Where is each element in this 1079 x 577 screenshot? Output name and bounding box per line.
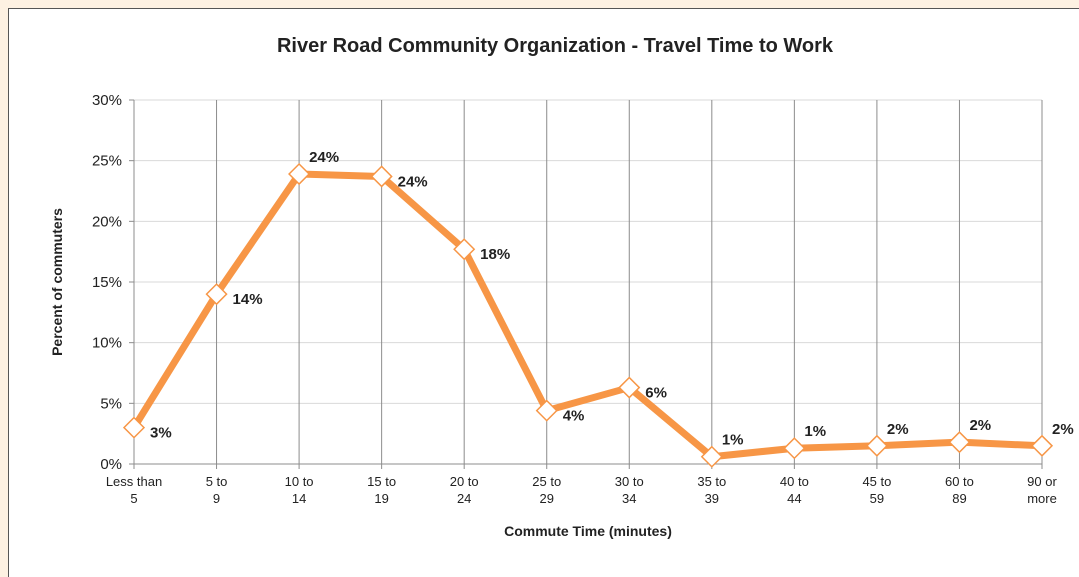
data-label: 4% (563, 408, 585, 425)
data-label: 24% (309, 149, 339, 166)
point-marker (535, 399, 558, 422)
x-tick-label: 45 to 59 (862, 474, 891, 506)
data-label: 24% (398, 173, 428, 190)
x-tick-label: 60 to 89 (945, 474, 974, 506)
y-tick-label: 15% (92, 274, 122, 291)
point-marker (288, 162, 311, 186)
x-tick-label: 20 to 24 (450, 474, 479, 506)
data-label: 1% (804, 423, 826, 440)
x-tick-label: 10 to 14 (285, 474, 314, 506)
y-axis-title: Percent of commuters (49, 208, 65, 356)
x-tick-label: 5 to 9 (206, 474, 228, 506)
point-marker (700, 445, 723, 468)
data-label: 2% (1052, 421, 1074, 438)
data-label: 6% (645, 385, 667, 402)
point-marker (205, 283, 228, 306)
point-marker (618, 376, 641, 399)
y-tick-label: 5% (100, 395, 122, 412)
series-line (131, 170, 1043, 461)
y-tick-label: 10% (92, 335, 122, 352)
y-tick-label: 30% (92, 92, 122, 109)
chart-title: River Road Community Organization - Trav… (277, 35, 834, 57)
y-tick-label: 20% (92, 213, 122, 230)
data-label: 3% (150, 425, 172, 442)
x-tick-label: 40 to 44 (780, 474, 809, 506)
x-tick-label: 25 to 29 (532, 474, 561, 506)
y-tick-label: 25% (92, 153, 122, 170)
point-marker (783, 437, 806, 460)
chart-frame (8, 8, 1079, 577)
data-label: 14% (233, 291, 263, 308)
point-marker (122, 416, 146, 439)
x-tick-label: 90 or more (1027, 474, 1057, 506)
data-label: 2% (887, 421, 909, 438)
data-label: 2% (969, 417, 991, 434)
x-tick-label: 15 to 19 (367, 474, 396, 506)
point-marker (453, 238, 476, 261)
point-marker (370, 165, 393, 188)
point-marker (1030, 434, 1054, 457)
x-tick-label: Less than 5 (106, 474, 162, 506)
x-tick-label: 30 to 34 (615, 474, 644, 506)
y-tick-label: 0% (100, 456, 122, 473)
point-marker (948, 431, 971, 454)
data-label: 1% (722, 432, 744, 449)
data-label: 18% (480, 246, 510, 263)
point-marker (865, 434, 888, 457)
x-tick-label: 35 to 39 (697, 474, 726, 506)
x-axis-title: Commute Time (minutes) (504, 523, 672, 539)
